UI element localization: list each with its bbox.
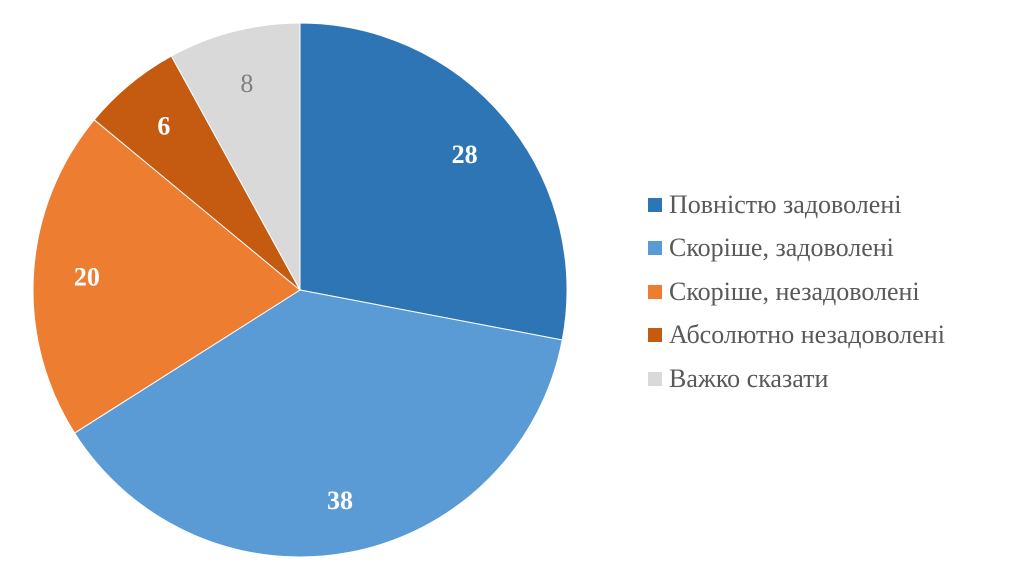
slice-label: 38 [327, 486, 353, 515]
legend-item: Повністю задоволені [648, 183, 945, 227]
slice-label: 8 [240, 69, 253, 98]
legend-item: Скоріше, незадоволені [648, 270, 945, 314]
legend-swatch [648, 371, 662, 386]
legend-label: Важко сказати [669, 363, 829, 393]
legend-item: Абсолютно незадоволені [648, 314, 945, 358]
legend-label: Абсолютно незадоволені [669, 320, 945, 350]
slice-label: 28 [452, 140, 478, 169]
slice-label: 6 [157, 111, 170, 140]
legend-swatch [648, 241, 662, 256]
legend-label: Повністю задоволені [669, 189, 902, 219]
pie-slice [32, 119, 301, 434]
legend-item: Скоріше, задоволені [648, 227, 945, 271]
legend-label: Скоріше, задоволені [669, 233, 894, 263]
legend-swatch [648, 328, 662, 343]
legend-swatch [648, 197, 662, 212]
legend-item: Важко сказати [648, 357, 945, 401]
legend: Повністю задоволені Скоріше, задоволені … [648, 183, 945, 401]
pie-slice [299, 22, 568, 341]
legend-label: Скоріше, незадоволені [669, 276, 920, 306]
pie-slice [73, 289, 563, 558]
legend-swatch [648, 284, 662, 299]
pie-slice [170, 22, 301, 291]
slice-label: 20 [74, 263, 100, 292]
